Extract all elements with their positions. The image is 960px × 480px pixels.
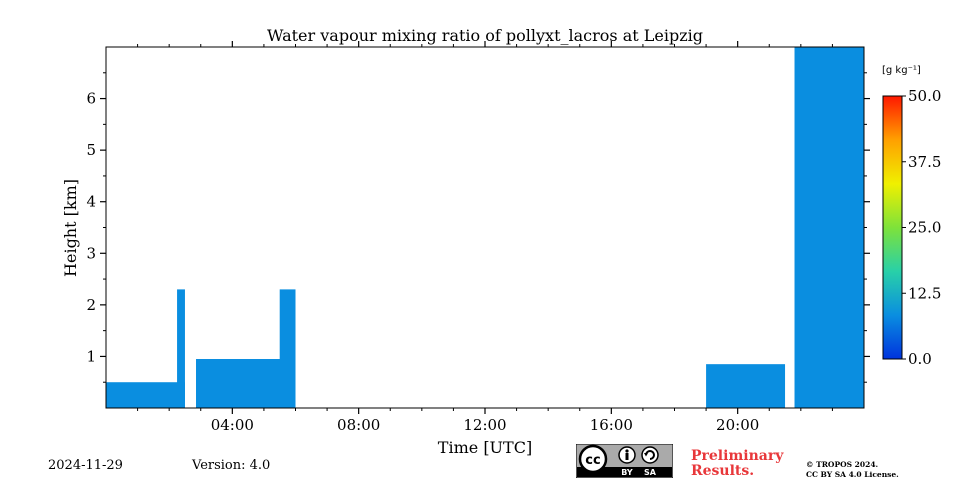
attribution-icon bbox=[618, 446, 636, 464]
x-axis-label: Time [UTC] bbox=[438, 438, 532, 457]
date-label: 2024-11-29 bbox=[48, 458, 123, 473]
cc-logo-text: cc bbox=[585, 453, 600, 468]
copyright-notice: © TROPOS 2024. CC BY SA 4.0 License. bbox=[806, 460, 899, 480]
data-segment-1 bbox=[106, 382, 185, 408]
cc-logo-icon: cc bbox=[578, 444, 608, 474]
y-tick-label: 3 bbox=[86, 244, 96, 262]
copyright-line-1: © TROPOS 2024. bbox=[806, 460, 879, 469]
colorbar-tick-label: 37.5 bbox=[908, 153, 941, 171]
chart-title: Water vapour mixing ratio of pollyxt_lac… bbox=[267, 26, 703, 45]
version-label: Version: 4.0 bbox=[192, 458, 271, 473]
y-tick-label: 2 bbox=[86, 296, 96, 314]
data-segment-6 bbox=[794, 47, 864, 408]
colorbar-scale bbox=[882, 95, 903, 360]
y-tick-label: 4 bbox=[86, 193, 96, 211]
preliminary-line-2: Results. bbox=[691, 463, 755, 479]
colorbar-tick-label: 50.0 bbox=[908, 87, 941, 105]
cc-by-sa-license-badge[interactable]: cc BY SA bbox=[576, 444, 673, 478]
plot-data-area bbox=[106, 47, 864, 408]
x-tick-label: 16:00 bbox=[590, 416, 633, 434]
colorbar-tick-label: 25.0 bbox=[908, 219, 941, 237]
license-sa-label: SA bbox=[644, 468, 657, 477]
plot-frame bbox=[105, 46, 865, 409]
copyright-line-2: CC BY SA 4.0 License. bbox=[806, 470, 899, 479]
preliminary-line-1: Preliminary bbox=[691, 448, 784, 464]
colorbar-tick-label: 12.5 bbox=[908, 284, 941, 302]
axes: 04:00 08:00 12:00 16:00 20:00 1 2 3 4 5 6 bbox=[86, 41, 870, 434]
colorbar-unit-label: [g kg⁻¹] bbox=[882, 65, 921, 76]
data-segment-2 bbox=[177, 289, 185, 408]
data-segment-4 bbox=[279, 289, 296, 408]
x-tick-label: 04:00 bbox=[211, 416, 254, 434]
colorbar-ticks: 0.0 12.5 25.0 37.5 50.0 bbox=[902, 87, 941, 368]
share-alike-icon bbox=[641, 446, 659, 464]
data-segment-3 bbox=[196, 359, 296, 408]
y-tick-label: 6 bbox=[86, 90, 96, 108]
preliminary-results-note: Preliminary Results. bbox=[691, 449, 783, 479]
colorbar-tick-label: 0.0 bbox=[908, 350, 932, 368]
x-tick-label: 12:00 bbox=[463, 416, 506, 434]
y-tick-label: 5 bbox=[86, 141, 96, 159]
license-by-label: BY bbox=[621, 468, 633, 477]
colorbar: [g kg⁻¹] 0.0 12.5 25.0 37.5 50.0 bbox=[882, 65, 941, 368]
y-tick-label: 1 bbox=[86, 347, 96, 365]
x-tick-label: 08:00 bbox=[337, 416, 380, 434]
x-tick-label: 20:00 bbox=[716, 416, 759, 434]
y-axis-label: Height [km] bbox=[61, 179, 80, 277]
data-segment-5 bbox=[706, 364, 786, 408]
